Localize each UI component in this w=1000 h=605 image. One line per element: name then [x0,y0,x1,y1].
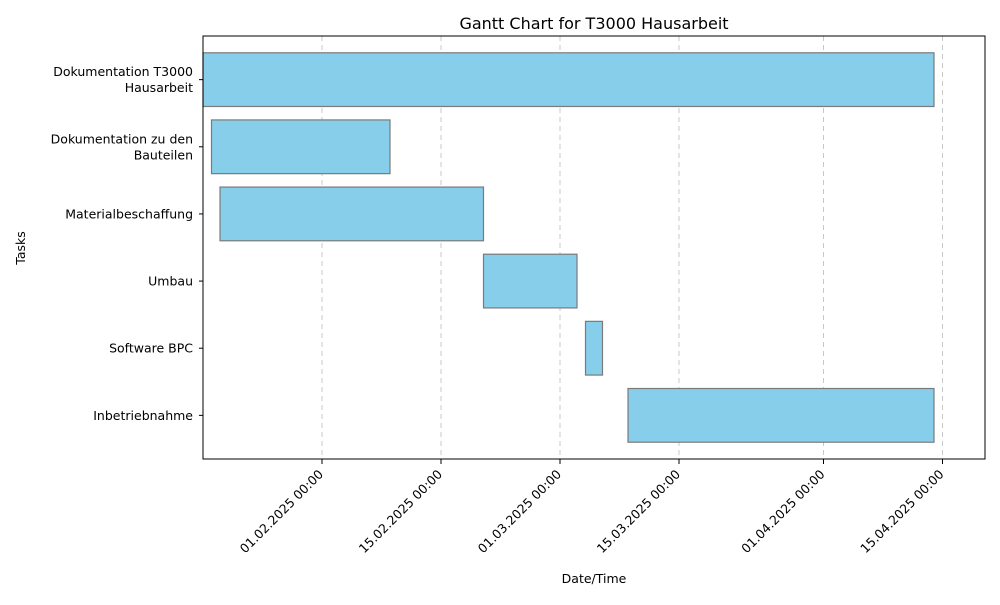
bar-layer [202,52,935,443]
chart-title: Gantt Chart for T3000 Hausarbeit [459,14,728,33]
gantt-bar [482,253,578,309]
gantt-bar [627,387,935,443]
x-tick-label: 15.02.2025 00:00 [356,466,446,556]
x-tick-label: 15.04.2025 00:00 [857,466,947,556]
y-tick-label: Inbetriebnahme [93,408,193,423]
x-tick-label: 01.04.2025 00:00 [738,466,828,556]
gantt-bar [584,320,604,376]
y-tick-label: Dokumentation T3000 Hausarbeit [53,64,193,95]
y-tick-label: Materialbeschaffung [65,206,193,221]
gantt-bar [219,186,485,242]
y-axis-label: Tasks [13,231,28,266]
gantt-bar [202,52,935,108]
y-tick-label: Umbau [148,274,193,289]
x-tick-label: 01.03.2025 00:00 [475,466,565,556]
x-axis-ticks: 01.02.2025 00:00 15.02.2025 00:00 01.03.20… [237,459,947,556]
x-axis-label: Date/Time [562,571,627,586]
y-axis-ticks: Dokumentation T3000 Hausarbeit Dokumentati… [51,64,203,423]
y-tick-label: Dokumentation zu den Bauteilen [51,131,193,162]
x-tick-label: 01.02.2025 00:00 [237,466,327,556]
gantt-bar [210,119,391,175]
x-tick-label: 15.03.2025 00:00 [594,466,684,556]
y-tick-label: Software BPC [109,341,193,356]
plot-area-frame [202,35,986,460]
